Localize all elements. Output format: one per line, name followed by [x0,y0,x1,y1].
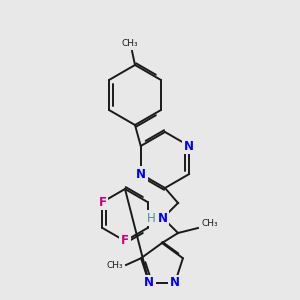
Text: N: N [144,276,154,289]
Text: N: N [158,212,168,224]
Text: N: N [184,140,194,152]
Text: CH₃: CH₃ [106,260,123,269]
Text: F: F [121,235,129,248]
Text: CH₃: CH₃ [202,220,219,229]
Text: CH₃: CH₃ [122,38,138,47]
Text: F: F [98,196,106,208]
Text: N: N [170,276,180,289]
Text: N: N [136,167,146,181]
Text: H: H [147,212,155,224]
